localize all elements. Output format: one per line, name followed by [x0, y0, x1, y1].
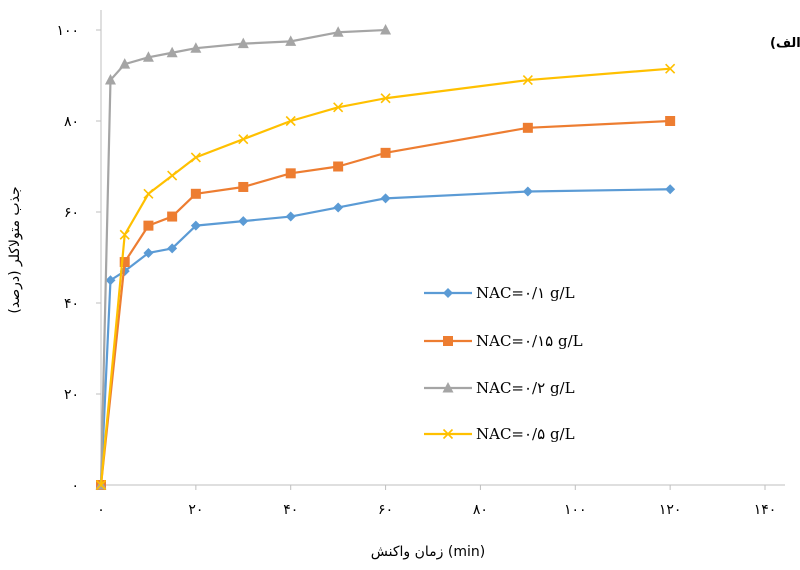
legend-label: NAC=۰/۱۵ g/L [476, 332, 583, 350]
data-point-marker [333, 161, 344, 172]
series-3 [95, 24, 392, 490]
x-tick-label: ۰ [97, 502, 105, 518]
data-point-marker [380, 193, 391, 204]
y-tick-label: ۸۰ [64, 114, 79, 130]
data-point-marker [104, 74, 116, 85]
series-4 [95, 63, 676, 491]
legend-label: NAC=۰/۱ g/L [476, 284, 575, 302]
legend-item: NAC=۰/۱۵ g/L [424, 332, 583, 350]
legend: NAC=۰/۱ g/L NAC=۰/۱۵ g/L NAC=۰/۲ g/L NAC=۰/… [424, 284, 583, 443]
data-point-marker [167, 243, 178, 254]
x-axis-title: زمان واکنش (min) [371, 544, 485, 560]
data-point-marker [105, 275, 116, 286]
legend-marker [443, 336, 453, 346]
data-point-marker [332, 26, 344, 37]
data-point-marker [285, 115, 296, 127]
x-tick-label: ۱۲۰ [659, 502, 682, 518]
x-tick-label: ۸۰ [473, 502, 488, 518]
series-line [99, 28, 386, 486]
data-point-marker [333, 102, 344, 113]
x-tick-label: ۶۰ [378, 502, 393, 518]
legend-label: NAC=۰/۵ g/L [476, 425, 575, 443]
series-line [99, 67, 671, 486]
x-tick-label: ۱۴۰ [754, 502, 777, 518]
x-tick-label: ۲۰ [188, 502, 203, 518]
legend-item: NAC=۰/۲ g/L [424, 379, 575, 397]
data-point-marker [380, 24, 392, 35]
data-point-marker [237, 37, 249, 49]
data-point-marker [380, 147, 391, 158]
data-point-marker [119, 257, 130, 268]
data-point-marker [119, 229, 130, 240]
tick-labels: ۰ ۲۰ ۴۰ ۶۰ ۸۰ ۱۰۰ ۱۲۰ ۱۴۰ ۰ ۲۰ ۴۰ ۶۰ ۸۰ ۱۰۰ [56, 23, 776, 518]
legend-item: NAC=۰/۱ g/L [424, 284, 575, 302]
series-line [99, 188, 671, 486]
data-point-marker [95, 479, 107, 491]
x-tick-label: ۱۰۰ [564, 502, 587, 518]
series-2 [96, 116, 676, 490]
data-point-marker [166, 46, 178, 58]
legend-item: NAC=۰/۵ g/L [424, 425, 575, 443]
data-point-marker [143, 220, 154, 231]
x-tick-label: ۴۰ [283, 502, 298, 518]
data-point-marker [119, 58, 131, 69]
legend-marker [443, 288, 453, 298]
data-point-marker [285, 211, 296, 222]
data-point-marker [285, 35, 297, 46]
data-point-marker [190, 220, 201, 231]
legend-label: NAC=۰/۲ g/L [476, 379, 575, 397]
legend-marker [442, 382, 454, 393]
series-lines [95, 24, 676, 491]
data-point-marker [143, 247, 154, 258]
y-tick-label: ۱۰۰ [56, 23, 79, 39]
y-tick-label: ۰ [71, 478, 79, 494]
data-point-marker [167, 211, 178, 222]
data-point-marker [143, 188, 154, 199]
data-point-marker [190, 188, 201, 199]
data-point-marker [333, 202, 344, 213]
data-point-marker [285, 168, 296, 179]
data-point-marker [190, 42, 202, 53]
axes [100, 10, 785, 486]
y-tick-label: ۶۰ [64, 205, 79, 221]
data-point-marker [665, 63, 676, 74]
data-point-marker [167, 170, 178, 181]
data-point-marker [238, 181, 249, 192]
data-point-marker [380, 93, 391, 104]
data-point-marker [142, 51, 154, 62]
series-1 [96, 184, 676, 490]
y-tick-label: ۴۰ [64, 296, 79, 312]
data-point-marker [238, 216, 249, 227]
panel-label: (الف) [770, 36, 800, 51]
data-point-marker [665, 116, 676, 126]
series-line [99, 119, 671, 486]
data-point-marker [522, 74, 533, 86]
legend-marker [442, 428, 454, 440]
y-tick-label: ۲۰ [64, 387, 79, 403]
data-point-marker [238, 134, 249, 145]
data-point-marker [190, 152, 201, 163]
data-point-marker [522, 122, 533, 133]
y-axis-title: جذب متولاکلر (درصد) [7, 186, 23, 313]
data-point-marker [665, 184, 676, 195]
data-point-marker [522, 186, 533, 197]
